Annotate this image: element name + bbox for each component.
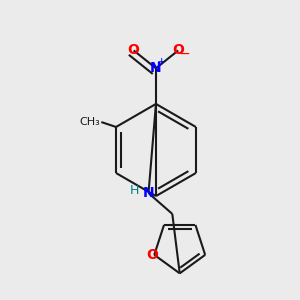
Text: CH₃: CH₃ (80, 117, 101, 127)
Text: H: H (130, 184, 139, 197)
Text: O: O (172, 44, 184, 57)
Text: N: N (150, 61, 162, 75)
Text: +: + (157, 57, 167, 67)
Text: O: O (146, 248, 158, 262)
Text: −: − (178, 46, 190, 60)
Text: N: N (143, 186, 154, 200)
Text: O: O (128, 44, 140, 57)
